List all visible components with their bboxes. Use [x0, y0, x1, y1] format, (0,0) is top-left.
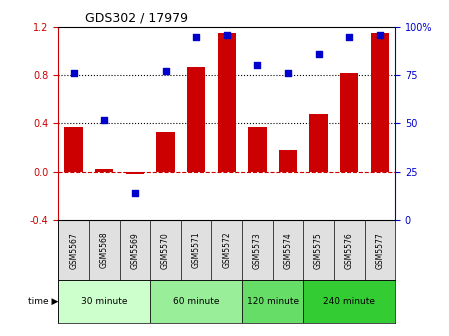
Text: time ▶: time ▶	[28, 297, 58, 306]
FancyBboxPatch shape	[150, 280, 242, 323]
Text: GSM5574: GSM5574	[283, 232, 292, 268]
Bar	[248, 127, 267, 172]
Text: 120 minute: 120 minute	[247, 297, 299, 306]
Point	[346, 34, 353, 39]
FancyBboxPatch shape	[58, 280, 150, 323]
Text: GSM5576: GSM5576	[345, 232, 354, 268]
Point	[284, 71, 291, 76]
Text: GSM5570: GSM5570	[161, 232, 170, 268]
FancyBboxPatch shape	[303, 280, 395, 323]
Text: GSM5572: GSM5572	[222, 232, 231, 268]
Bar	[187, 67, 205, 172]
Bar	[156, 132, 175, 172]
Bar	[340, 73, 358, 172]
Point	[101, 117, 108, 122]
Text: GSM5568: GSM5568	[100, 232, 109, 268]
Point	[70, 71, 77, 76]
Text: GSM5573: GSM5573	[253, 232, 262, 268]
Point	[315, 51, 322, 56]
Point	[254, 63, 261, 68]
Text: GSM5569: GSM5569	[130, 232, 139, 268]
Bar	[309, 114, 328, 172]
Bar	[65, 127, 83, 172]
Point	[376, 32, 383, 37]
Point	[162, 69, 169, 74]
Text: GDS302 / 17979: GDS302 / 17979	[85, 11, 188, 24]
Bar	[95, 169, 114, 172]
Text: 30 minute: 30 minute	[81, 297, 128, 306]
Bar	[279, 150, 297, 172]
Point	[193, 34, 200, 39]
Text: GSM5575: GSM5575	[314, 232, 323, 268]
Point	[131, 190, 138, 196]
Bar	[218, 33, 236, 172]
Text: GSM5571: GSM5571	[192, 232, 201, 268]
Bar	[370, 33, 389, 172]
Point	[223, 32, 230, 37]
Bar	[126, 172, 144, 174]
Text: GSM5567: GSM5567	[69, 232, 78, 268]
Text: 240 minute: 240 minute	[323, 297, 375, 306]
Text: GSM5577: GSM5577	[375, 232, 384, 268]
Text: 60 minute: 60 minute	[173, 297, 220, 306]
FancyBboxPatch shape	[242, 280, 303, 323]
